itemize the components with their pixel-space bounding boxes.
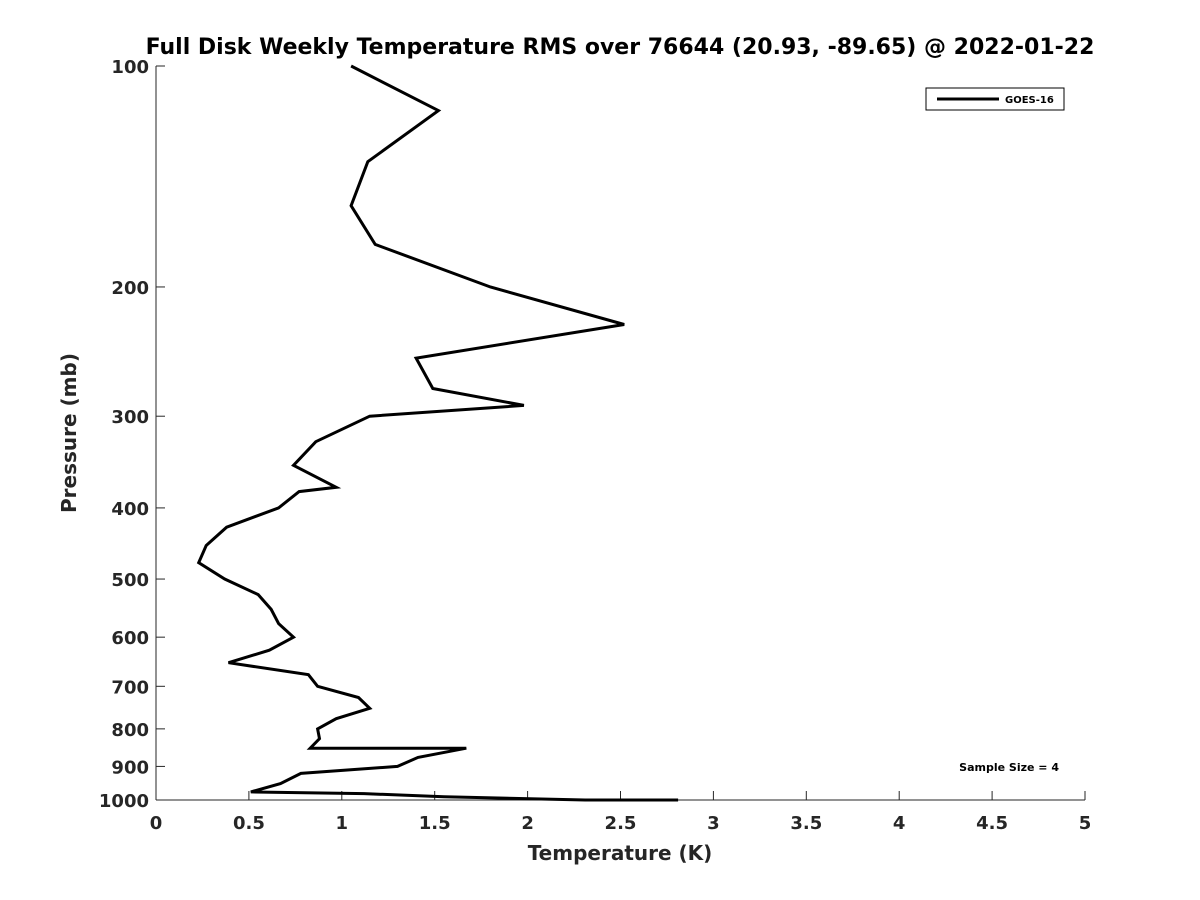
x-tick-label: 3.5 [790, 813, 822, 834]
x-tick-label: 2.5 [605, 813, 637, 834]
y-tick-label: 600 [111, 628, 149, 649]
y-tick-label: 100 [111, 57, 149, 78]
plot-axes: 0 0.5 1 1.5 2 2.5 3 3.5 4 4.5 5 100 200 300 400 500 600 7… [99, 57, 1091, 834]
y-tick-label: 200 [111, 278, 149, 299]
y-tick-label: 300 [111, 407, 149, 428]
x-axis-title: Temperature (K) [528, 841, 713, 865]
data-layer [196, 64, 679, 802]
sample-size-annotation: Sample Size = 4 [959, 761, 1059, 774]
x-tick-label: 0.5 [233, 813, 265, 834]
x-tick-label: 1.5 [419, 813, 451, 834]
y-tick-label: 800 [111, 720, 149, 741]
x-tick-label: 1 [336, 813, 349, 834]
y-tick-label: 900 [111, 757, 149, 778]
x-tick-label: 4.5 [976, 813, 1008, 834]
x-tick-label: 2 [521, 813, 534, 834]
y-tick-label: 700 [111, 677, 149, 698]
x-tick-label: 4 [893, 813, 906, 834]
legend-label: GOES-16 [1005, 95, 1054, 106]
y-tick-label: 500 [111, 570, 149, 591]
x-tick-label: 3 [707, 813, 720, 834]
chart-title: Full Disk Weekly Temperature RMS over 76… [146, 35, 1095, 60]
legend: GOES-16 [925, 87, 1065, 111]
y-axis-title: Pressure (mb) [57, 353, 81, 513]
x-tick-label: 0 [150, 813, 163, 834]
x-tick-label: 5 [1079, 813, 1092, 834]
y-tick-label: 400 [111, 499, 149, 520]
series-line-goes-16 [196, 64, 679, 802]
y-tick-label: 1000 [99, 791, 149, 812]
